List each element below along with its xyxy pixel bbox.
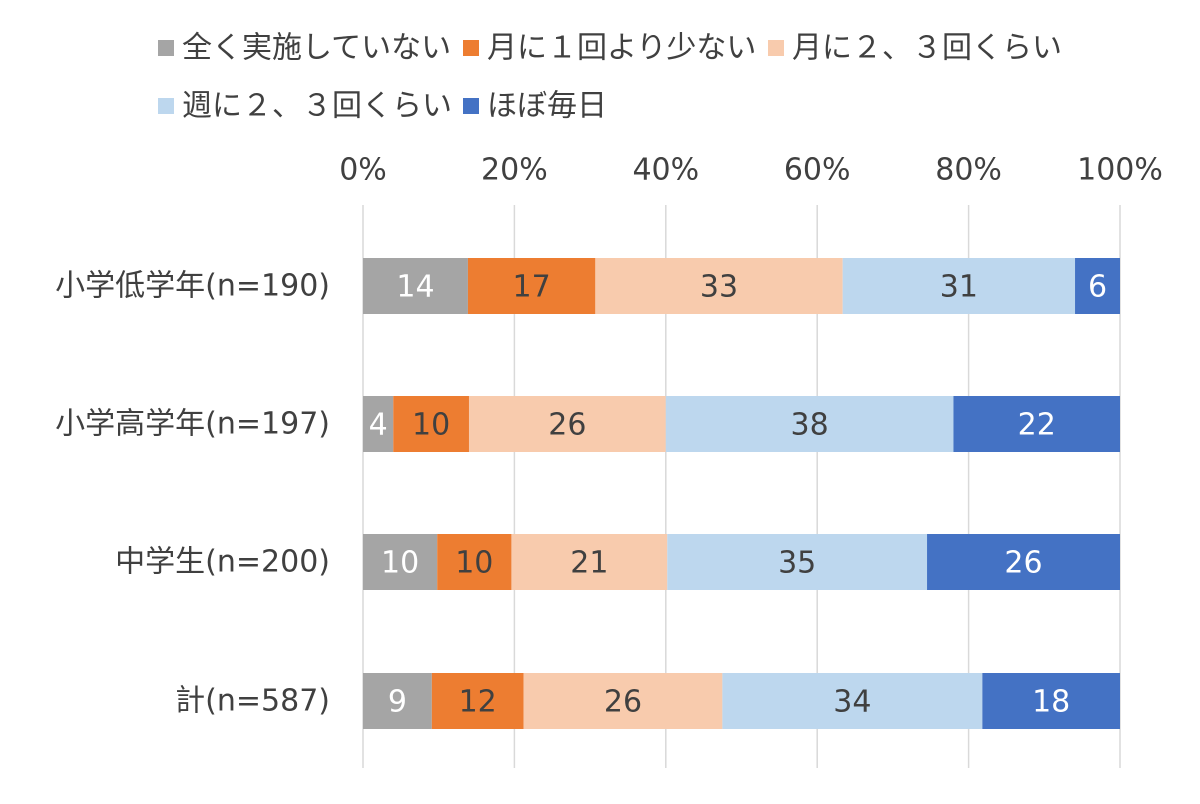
bar-segment: [842, 258, 1076, 314]
legend-label: 週に２、３回くらい: [182, 89, 452, 124]
bar-segment: [363, 396, 394, 452]
x-tick-label: 100%: [1077, 153, 1163, 188]
legend-label: 月に１回より少ない: [487, 31, 756, 66]
data-label: 21: [570, 546, 608, 581]
legend-label: ほぼ毎日: [487, 89, 607, 124]
data-label: 17: [513, 270, 551, 305]
x-tick-label: 20%: [481, 153, 548, 188]
legend-label: 全く実施していない: [182, 31, 451, 66]
bar-segment: [437, 534, 512, 590]
legend-swatch: [768, 40, 784, 56]
data-label: 12: [459, 685, 497, 720]
bar-segment: [468, 396, 666, 452]
bar-segment: [511, 534, 668, 590]
data-label: 26: [1004, 546, 1042, 581]
data-label: 10: [381, 546, 419, 581]
legend-swatch: [158, 98, 174, 114]
category-label: 計(n=587): [175, 684, 330, 719]
x-tick-label: 40%: [632, 153, 699, 188]
bar-segment: [722, 673, 983, 729]
bar-segment: [982, 673, 1120, 729]
bar-segment: [467, 258, 596, 314]
data-label: 26: [548, 408, 586, 443]
bar-segment: [667, 534, 928, 590]
legend-swatch: [463, 40, 479, 56]
bar-segment: [523, 673, 723, 729]
data-label: 10: [455, 546, 493, 581]
bar-segment: [363, 673, 432, 729]
data-label: 33: [700, 270, 738, 305]
category-label: 中学生(n=200): [115, 545, 330, 580]
data-label: 14: [396, 270, 434, 305]
bar-segment: [953, 396, 1120, 452]
bar-segment: [595, 258, 843, 314]
x-tick-label: 60%: [784, 153, 851, 188]
data-label: 38: [791, 408, 829, 443]
category-label: 小学低学年(n=190): [55, 269, 330, 304]
bar-segment: [665, 396, 954, 452]
legend-swatch: [463, 98, 479, 114]
bar-segment: [1075, 258, 1120, 314]
x-tick-label: 0%: [339, 153, 387, 188]
bar-segment: [927, 534, 1120, 590]
data-label: 35: [778, 546, 816, 581]
data-label: 34: [833, 685, 871, 720]
bar-segment: [363, 258, 468, 314]
bar-segment: [393, 396, 469, 452]
data-label: 18: [1032, 685, 1070, 720]
legend-swatch: [158, 40, 174, 56]
x-tick-label: 80%: [935, 153, 1002, 188]
legend-label: 月に２、３回くらい: [792, 31, 1062, 66]
data-label: 31: [940, 270, 978, 305]
bar-segment: [431, 673, 524, 729]
data-label: 4: [369, 408, 388, 443]
data-label: 9: [388, 685, 407, 720]
data-label: 22: [1018, 408, 1056, 443]
category-label: 小学高学年(n=197): [55, 407, 330, 442]
bar-segment: [363, 534, 438, 590]
data-label: 10: [412, 408, 450, 443]
data-label: 26: [604, 685, 642, 720]
data-label: 6: [1088, 270, 1107, 305]
